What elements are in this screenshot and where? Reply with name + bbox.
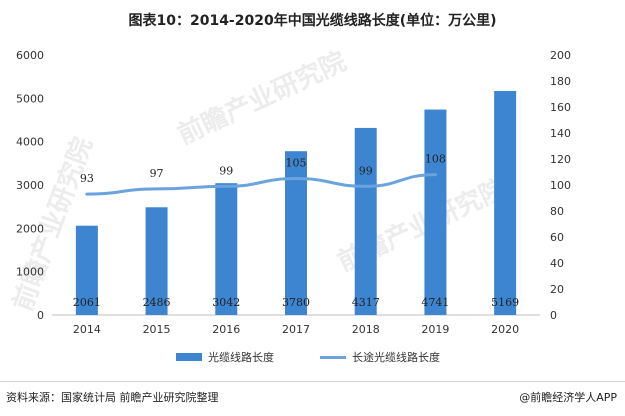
y-right-tick-label: 60: [550, 231, 564, 244]
line-value-label: 99: [219, 164, 233, 177]
legend-bar-swatch: [176, 353, 202, 361]
bar: [215, 183, 238, 315]
legend-item-bar: 光缆线路长度: [176, 349, 274, 365]
bar: [494, 91, 517, 315]
legend: 光缆线路长度 长途光缆线路长度: [0, 349, 625, 369]
y-left-tick-label: 6000: [16, 49, 44, 62]
line-value-label: 99: [359, 164, 373, 177]
bar: [424, 109, 447, 315]
x-tick-label: 2019: [421, 323, 449, 336]
y-right-tick-label: 120: [550, 153, 571, 166]
bar: [285, 151, 307, 315]
legend-bar-label: 光缆线路长度: [208, 351, 274, 364]
y-right-tick-label: 140: [550, 127, 571, 140]
y-left-tick-label: 4000: [16, 136, 44, 149]
y-right-tick-label: 20: [550, 283, 564, 296]
legend-line-label: 长途光缆线路长度: [352, 351, 440, 364]
x-tick-label: 2020: [491, 323, 519, 336]
bar-value-label: 5169: [491, 296, 519, 309]
y-left-tick-label: 0: [37, 309, 44, 322]
x-tick-label: 2017: [282, 323, 310, 336]
y-right-tick-label: 40: [550, 257, 564, 270]
y-left-tick-label: 2000: [16, 222, 44, 235]
bar: [75, 225, 98, 315]
bar-value-label: 3042: [212, 296, 240, 309]
chart-title: 图表10：2014-2020年中国光缆线路长度(单位：万公里): [128, 13, 497, 29]
legend-item-line: 长途光缆线路长度: [320, 349, 440, 365]
y-right-tick-label: 0: [550, 309, 557, 322]
x-tick-label: 2014: [73, 323, 101, 336]
y-right-tick-label: 180: [550, 75, 571, 88]
footer-divider: [0, 381, 625, 382]
brand-credit: @前瞻经济学人APP: [519, 391, 617, 404]
legend-line-swatch: [320, 355, 346, 359]
x-tick-label: 2015: [143, 323, 171, 336]
line-series-path: [85, 173, 437, 196]
line-value-label: 97: [150, 167, 164, 180]
bar-value-label: 2061: [73, 296, 101, 309]
y-right-tick-label: 160: [550, 101, 571, 114]
bar: [145, 207, 168, 315]
x-tick-label: 2016: [212, 323, 240, 336]
line-value-label: 108: [425, 153, 446, 166]
y-left-tick-label: 1000: [16, 266, 44, 279]
bar-value-label: 4741: [421, 296, 449, 309]
bar-value-label: 2486: [143, 296, 171, 309]
y-right-tick-label: 80: [550, 205, 564, 218]
bar: [354, 127, 377, 316]
y-left-tick-label: 5000: [16, 92, 44, 105]
bar-value-label: 3780: [282, 296, 310, 309]
y-right-tick-label: 200: [550, 49, 571, 62]
source-note: 资料来源：国家统计局 前瞻产业研究院整理: [6, 391, 219, 404]
x-tick-label: 2018: [352, 323, 380, 336]
bar-value-label: 4317: [352, 296, 380, 309]
chart: 0 1000 2000 3000 4000 5000 6000 0 20 40 60 80 100 120…: [16, 49, 571, 336]
line-value-label: 93: [80, 172, 94, 185]
line-value-label: 105: [286, 157, 307, 170]
y-left-tick-label: 3000: [16, 179, 44, 192]
y-right-tick-label: 100: [550, 179, 571, 192]
